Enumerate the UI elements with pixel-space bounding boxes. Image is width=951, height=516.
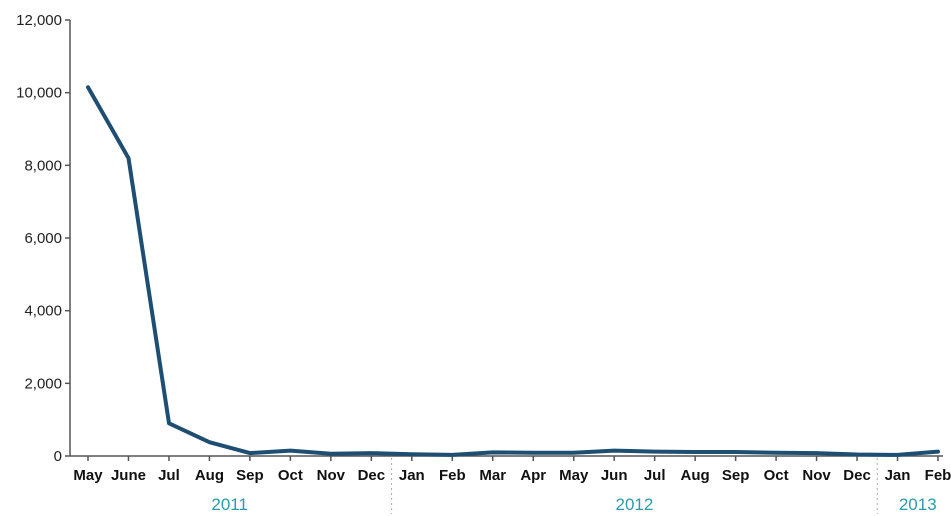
x-tick-label: Feb [439, 467, 466, 484]
year-labels: 2011 2012 2013 [211, 495, 936, 514]
y-tick-label: 2,000 [24, 375, 62, 392]
x-tick-label: Nov [802, 467, 831, 484]
x-tick-label: Jul [644, 467, 666, 484]
x-tick-label: Jun [601, 467, 628, 484]
y-tick-label: 0 [54, 448, 62, 465]
x-tick-label: Mar [479, 467, 506, 484]
y-tick-label: 12,000 [16, 12, 62, 29]
x-tick-label: Aug [195, 467, 224, 484]
year-dividers [391, 458, 878, 514]
x-tick-label: Sep [236, 467, 264, 484]
x-tick-label: June [111, 467, 146, 484]
y-tick-label: 8,000 [24, 157, 62, 174]
x-tick-label: Aug [681, 467, 710, 484]
x-tick-label: Oct [278, 467, 303, 484]
x-tick-label: May [559, 467, 589, 484]
x-tick-label: Jan [885, 467, 911, 484]
x-tick-label: Jul [158, 467, 180, 484]
x-tick-label: Apr [520, 467, 546, 484]
y-axis-ticks: 0 2,000 4,000 6,000 8,000 10,000 12,000 [16, 12, 70, 465]
x-tick-label: Nov [317, 467, 346, 484]
x-tick-label: May [73, 467, 103, 484]
x-tick-label: Dec [843, 467, 871, 484]
x-tick-label: Dec [358, 467, 386, 484]
year-label: 2012 [616, 495, 654, 514]
x-axis-ticks: May June Jul Aug Sep Oct Nov Dec Jan Feb Mar Apr May… [73, 456, 951, 484]
x-tick-label: Oct [764, 467, 789, 484]
year-label: 2011 [211, 495, 248, 514]
series-line [86, 85, 940, 457]
x-tick-label: Jan [399, 467, 425, 484]
y-tick-label: 10,000 [16, 85, 62, 102]
year-label: 2013 [899, 495, 937, 514]
y-tick-label: 6,000 [24, 230, 62, 247]
y-tick-label: 4,000 [24, 303, 62, 320]
x-tick-label: Feb [925, 467, 951, 484]
x-tick-label: Sep [722, 467, 750, 484]
